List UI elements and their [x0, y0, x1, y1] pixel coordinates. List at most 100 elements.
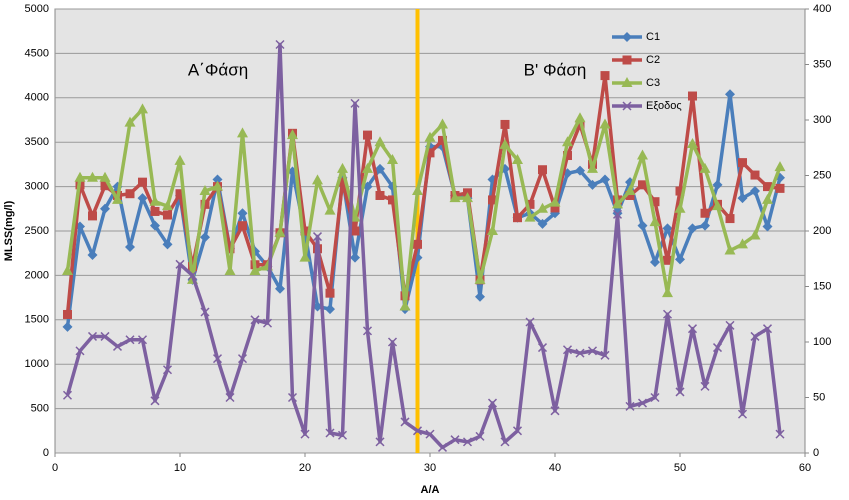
x-tick-label: 10 — [174, 462, 186, 474]
marker — [400, 417, 410, 427]
marker — [750, 331, 760, 341]
marker — [775, 429, 785, 439]
legend-marker — [622, 55, 632, 65]
marker — [224, 264, 236, 275]
marker — [549, 196, 561, 207]
marker — [525, 199, 535, 209]
marker — [762, 193, 773, 204]
legend-marker — [622, 101, 632, 111]
marker — [325, 288, 335, 298]
marker — [337, 162, 348, 173]
marker — [650, 392, 660, 403]
marker — [450, 435, 460, 445]
marker — [737, 238, 748, 249]
marker — [537, 202, 548, 213]
marker — [137, 193, 148, 204]
marker — [62, 321, 73, 332]
marker — [125, 335, 135, 345]
marker — [737, 193, 748, 204]
marker — [175, 189, 185, 199]
y-tick-label: 500 — [31, 403, 49, 415]
legend-marker — [621, 77, 633, 87]
y-tick-label: 4500 — [25, 47, 49, 59]
legend-label: Εξοδος — [646, 100, 682, 112]
marker — [363, 130, 372, 140]
marker — [562, 345, 573, 355]
marker — [612, 209, 623, 219]
marker — [299, 251, 311, 262]
marker — [163, 210, 172, 220]
marker — [525, 317, 535, 327]
marker — [438, 135, 447, 145]
marker — [699, 162, 711, 173]
marker — [300, 429, 310, 439]
marker — [162, 239, 173, 250]
marker — [287, 129, 298, 140]
marker — [149, 195, 161, 206]
marker — [325, 428, 335, 438]
marker — [275, 283, 285, 294]
marker — [324, 204, 336, 215]
marker — [425, 148, 435, 158]
marker — [212, 354, 223, 364]
marker — [650, 257, 660, 268]
marker — [475, 431, 485, 441]
marker — [112, 341, 123, 351]
marker — [100, 331, 110, 341]
marker — [200, 199, 210, 209]
y-tick-label: 3000 — [25, 181, 49, 193]
marker — [712, 200, 723, 211]
marker — [187, 270, 198, 280]
marker — [488, 195, 497, 205]
marker — [200, 307, 210, 317]
marker — [137, 335, 148, 345]
y2-tick-label: 150 — [813, 280, 831, 292]
marker — [538, 165, 547, 175]
marker — [700, 208, 710, 218]
marker — [62, 390, 73, 400]
marker — [150, 206, 160, 216]
annotation: Α΄Φάση — [188, 60, 248, 79]
y-tick-label: 2000 — [25, 269, 49, 281]
y2-tick-label: 300 — [813, 114, 831, 126]
marker — [750, 170, 760, 180]
marker — [150, 396, 160, 406]
marker — [587, 346, 598, 356]
marker — [462, 437, 473, 447]
marker — [374, 136, 386, 147]
marker — [312, 174, 323, 185]
marker — [387, 337, 398, 347]
marker — [724, 244, 736, 255]
legend-label: C1 — [646, 31, 660, 43]
marker — [512, 426, 523, 436]
marker — [138, 177, 147, 187]
marker — [763, 182, 772, 192]
marker — [100, 203, 110, 214]
marker — [712, 179, 723, 190]
marker — [375, 190, 385, 200]
marker — [600, 174, 610, 185]
marker — [375, 163, 385, 174]
y2-tick-label: 200 — [813, 225, 831, 237]
marker — [238, 221, 247, 231]
marker — [62, 264, 73, 275]
marker — [600, 71, 610, 81]
marker — [500, 437, 510, 447]
marker — [513, 213, 522, 223]
marker — [499, 138, 511, 149]
marker — [275, 39, 285, 50]
marker — [425, 429, 435, 439]
x-tick-label: 40 — [549, 462, 561, 474]
marker — [362, 326, 373, 336]
marker — [274, 226, 286, 237]
marker — [587, 162, 598, 173]
marker — [662, 309, 673, 319]
marker — [75, 346, 85, 356]
marker — [612, 198, 623, 209]
marker — [150, 220, 160, 231]
x-tick-label: 50 — [674, 462, 686, 474]
marker — [87, 171, 98, 182]
marker — [562, 136, 573, 147]
